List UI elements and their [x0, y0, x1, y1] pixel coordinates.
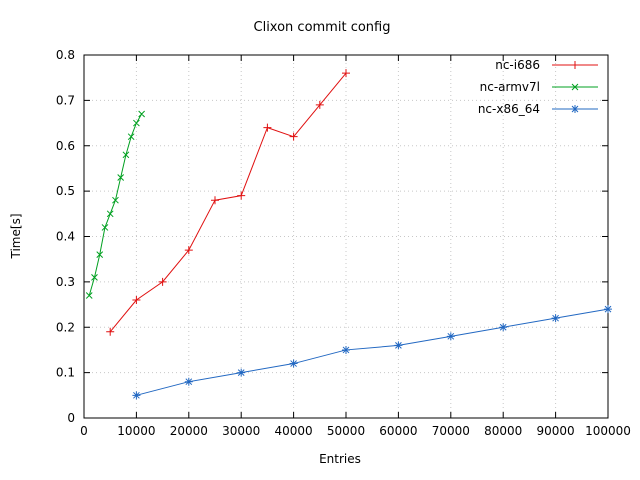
- legend-marker-nc-armv7l: [571, 83, 579, 91]
- x-tick-label: 100000: [585, 424, 631, 438]
- y-axis-label: Time[s]: [9, 214, 23, 260]
- x-tick-label: 30000: [222, 424, 260, 438]
- y-tick-label: 0.6: [56, 139, 75, 153]
- y-tick-label: 0.2: [56, 320, 75, 334]
- x-tick-label: 10000: [117, 424, 155, 438]
- axes: 0 10000 20000 30000 40000 50000 60000 70000 8000…: [56, 48, 631, 438]
- y-tick-label: 0.7: [56, 93, 75, 107]
- chart-title: Clixon commit config: [254, 20, 391, 35]
- y-tick-label: 0.8: [56, 48, 75, 62]
- legend-marker-nc-i686: [571, 61, 579, 69]
- y-tick-label: 0.1: [56, 366, 75, 380]
- legend-marker-nc-x86_64: [571, 105, 579, 113]
- legend-label-nc-armv7l: nc-armv7l: [480, 80, 540, 94]
- x-tick-label: 0: [80, 424, 88, 438]
- series-line-nc-x86_64: [136, 308, 609, 396]
- series-line-nc-armv7l: [88, 113, 143, 296]
- data-series: [85, 69, 612, 400]
- x-tick-label: 70000: [432, 424, 470, 438]
- y-tick-label: 0: [67, 411, 75, 425]
- x-tick-label: 90000: [537, 424, 575, 438]
- x-tick-label: 60000: [379, 424, 417, 438]
- x-tick-label: 40000: [275, 424, 313, 438]
- series-markers-nc-i686: [106, 69, 350, 336]
- series-markers-nc-x86_64: [132, 305, 612, 400]
- x-axis-label: Entries: [319, 452, 361, 466]
- series-line-nc-i686: [109, 72, 347, 333]
- legend-label-nc-x86_64: nc-x86_64: [478, 102, 540, 116]
- x-tick-label: 50000: [327, 424, 365, 438]
- legend-label-nc-i686: nc-i686: [495, 58, 540, 72]
- legend: nc-i686 nc-armv7l nc-x86_64: [478, 58, 598, 116]
- x-tick-label: 80000: [484, 424, 522, 438]
- x-tick-label: 20000: [170, 424, 208, 438]
- y-tick-label: 0.4: [56, 230, 75, 244]
- y-tick-label: 0.3: [56, 275, 75, 289]
- series-markers-nc-armv7l: [85, 110, 145, 299]
- y-tick-label: 0.5: [56, 184, 75, 198]
